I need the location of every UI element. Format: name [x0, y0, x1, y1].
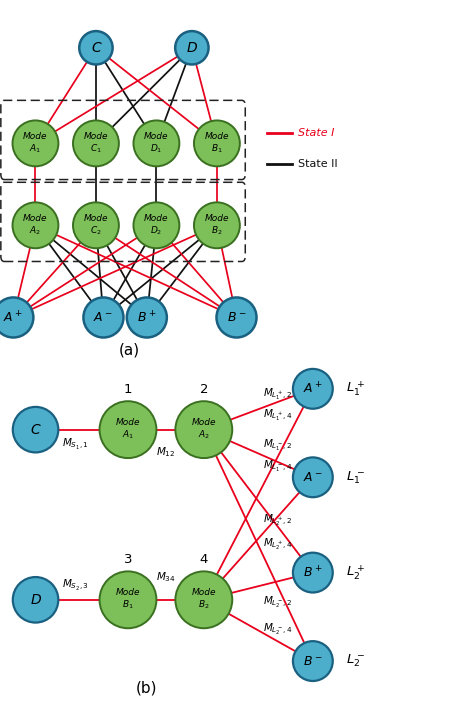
Text: Mode
$B_2$: Mode $B_2$ [191, 588, 216, 611]
Text: $B^-$: $B^-$ [303, 654, 323, 668]
Text: $M_{L_2^+,4}$: $M_{L_2^+,4}$ [263, 536, 293, 552]
Ellipse shape [73, 202, 119, 248]
Text: C: C [91, 41, 101, 55]
Ellipse shape [13, 407, 58, 452]
Text: $B^+$: $B^+$ [137, 310, 156, 325]
Text: D: D [187, 41, 197, 55]
Ellipse shape [194, 202, 240, 248]
Ellipse shape [127, 298, 167, 337]
Ellipse shape [0, 298, 33, 337]
Ellipse shape [100, 571, 156, 628]
Ellipse shape [13, 577, 58, 623]
Text: $M_{L_2^-,4}$: $M_{L_2^-,4}$ [263, 621, 293, 637]
Text: $B^-$: $B^-$ [227, 311, 246, 324]
Text: Mode
$D_2$: Mode $D_2$ [144, 213, 169, 237]
Text: Mode
$C_1$: Mode $C_1$ [84, 132, 108, 155]
Text: $B^+$: $B^+$ [303, 565, 323, 580]
Text: Mode
$B_1$: Mode $B_1$ [205, 132, 229, 155]
Ellipse shape [217, 298, 256, 337]
Text: $L_2^+$: $L_2^+$ [346, 563, 365, 582]
Text: 2: 2 [200, 383, 208, 396]
Text: $L_1^+$: $L_1^+$ [346, 379, 365, 398]
Ellipse shape [293, 457, 333, 497]
Ellipse shape [73, 121, 119, 167]
Ellipse shape [100, 401, 156, 458]
Ellipse shape [134, 202, 179, 248]
Ellipse shape [194, 121, 240, 167]
Text: $M_{S_1,1}$: $M_{S_1,1}$ [63, 437, 89, 452]
Text: 1: 1 [124, 383, 132, 396]
Ellipse shape [12, 202, 58, 248]
Text: $A^+$: $A^+$ [303, 381, 323, 396]
Ellipse shape [134, 121, 179, 167]
Text: $M_{L_2^-,2}$: $M_{L_2^-,2}$ [263, 594, 292, 610]
Text: $M_{L_2^+,2}$: $M_{L_2^+,2}$ [263, 513, 292, 528]
Ellipse shape [12, 121, 58, 167]
Text: $M_{L_1^+,4}$: $M_{L_1^+,4}$ [263, 407, 293, 423]
Text: Mode
$B_2$: Mode $B_2$ [205, 213, 229, 237]
Ellipse shape [175, 31, 209, 65]
Text: State II: State II [298, 159, 338, 169]
Text: Mode
$C_2$: Mode $C_2$ [84, 213, 108, 237]
Ellipse shape [293, 553, 333, 593]
Text: (a): (a) [119, 342, 140, 357]
Text: $M_{L_1^-,4}$: $M_{L_1^-,4}$ [263, 458, 293, 474]
Text: State I: State I [298, 128, 335, 138]
Ellipse shape [175, 571, 232, 628]
Ellipse shape [293, 641, 333, 681]
Text: Mode
$B_1$: Mode $B_1$ [116, 588, 140, 611]
Text: C: C [31, 423, 40, 437]
Text: $A^-$: $A^-$ [303, 471, 323, 484]
Text: 4: 4 [200, 553, 208, 566]
Text: $M_{S_2,3}$: $M_{S_2,3}$ [63, 578, 89, 593]
Text: 3: 3 [124, 553, 132, 566]
Ellipse shape [83, 298, 123, 337]
Text: Mode
$A_2$: Mode $A_2$ [191, 418, 216, 441]
Text: Mode
$A_2$: Mode $A_2$ [23, 213, 48, 237]
Text: Mode
$A_1$: Mode $A_1$ [23, 132, 48, 155]
Text: Mode
$D_1$: Mode $D_1$ [144, 132, 169, 155]
Ellipse shape [79, 31, 113, 65]
Text: $A^+$: $A^+$ [3, 310, 23, 325]
Text: Mode
$A_1$: Mode $A_1$ [116, 418, 140, 441]
Text: $A^-$: $A^-$ [93, 311, 113, 324]
Ellipse shape [175, 401, 232, 458]
Text: $M_{12}$: $M_{12}$ [156, 445, 175, 459]
Text: $M_{L_1^+,2}$: $M_{L_1^+,2}$ [263, 386, 292, 403]
Text: D: D [30, 593, 41, 607]
Ellipse shape [293, 369, 333, 408]
Text: (b): (b) [136, 681, 158, 696]
Text: $M_{L_1^-,2}$: $M_{L_1^-,2}$ [263, 437, 292, 454]
Text: $L_2^-$: $L_2^-$ [346, 653, 365, 669]
Text: $L_1^-$: $L_1^-$ [346, 469, 365, 486]
Text: $M_{34}$: $M_{34}$ [156, 571, 176, 584]
